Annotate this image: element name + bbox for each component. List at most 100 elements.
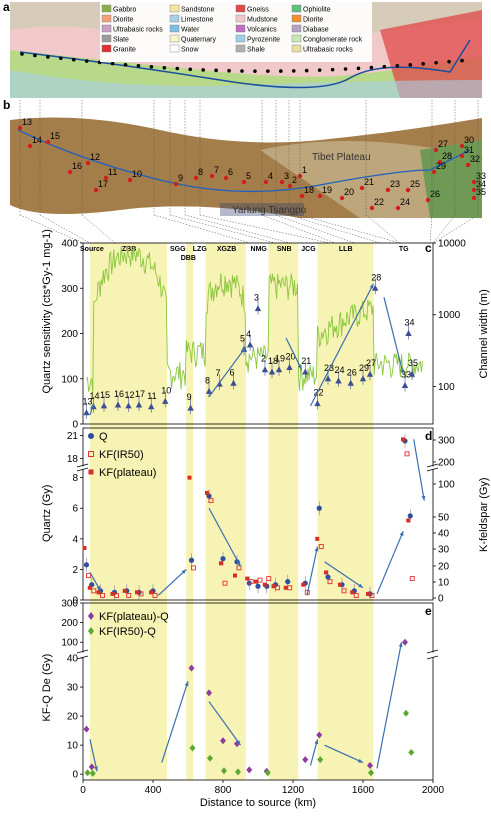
- map-a-site-dot: [253, 69, 257, 73]
- panel-d-ytick-label: 4: [72, 534, 78, 545]
- map-b-site-dot: [459, 153, 465, 159]
- sensitivity-site-label: 6: [230, 367, 235, 377]
- segment-label: XGZB: [217, 246, 236, 253]
- map-b-site-label: 8: [198, 167, 203, 177]
- legend-swatch: [101, 44, 112, 53]
- map-b-terrain-green: [420, 140, 482, 218]
- legend-label: Diorite: [303, 17, 323, 24]
- panel-e-ytick-label: 20: [67, 712, 79, 723]
- sensitivity-site-label: 18: [268, 356, 278, 366]
- map-b-site-label: 29: [436, 161, 446, 171]
- legend-label: Granite: [113, 47, 136, 54]
- trend-arrow: [383, 297, 404, 375]
- map-b-site-label: 11: [108, 167, 117, 177]
- axis-break: [76, 463, 89, 468]
- kfir50-point: [152, 592, 158, 598]
- map-a-site-dot: [162, 65, 167, 70]
- segment-label: Source: [80, 246, 104, 253]
- map-b-site-label: 12: [90, 152, 100, 162]
- kfplateau-point: [233, 573, 237, 578]
- sensitivity-site-label: 26: [347, 367, 357, 377]
- map-b-site-dot: [405, 187, 411, 193]
- map-b-site-dot: [279, 179, 285, 185]
- map-b-site-label: 19: [322, 185, 332, 195]
- map-b-site-dot: [173, 181, 179, 187]
- panel-d-rtick-label: 50: [438, 513, 450, 524]
- trend-arrow-head: [94, 766, 98, 772]
- map-a-river: [19, 39, 471, 89]
- map-b-river-label: Yarlung Tsangpo: [232, 205, 307, 216]
- kfplateau-q-point: [246, 766, 253, 774]
- trend-arrow: [157, 568, 187, 596]
- axis-break-bg: [427, 652, 439, 658]
- segment-band: [317, 243, 374, 780]
- kfplateau-point: [254, 579, 258, 584]
- kfir50-q-point: [264, 769, 271, 777]
- connector-line: [275, 214, 356, 244]
- panel-e-ytick-label: 100: [61, 638, 78, 649]
- kfplateau-point: [149, 590, 153, 595]
- legend-q-label: Q: [99, 431, 108, 443]
- sensitivity-site-label: 17: [135, 389, 145, 399]
- kfir50-point: [126, 592, 132, 598]
- legend-swatch: [291, 34, 302, 43]
- map-a-region-blue: [10, 70, 482, 98]
- legend-swatch: [101, 4, 112, 13]
- map-a-site-dot: [330, 67, 335, 72]
- axis-break-bg: [77, 652, 89, 658]
- map-a-site-dot: [188, 67, 193, 72]
- trend-arrow-head: [314, 739, 319, 745]
- map-a-site-dot: [240, 69, 244, 73]
- sensitivity-site-label: 20: [286, 351, 296, 361]
- panel-d-ytick-label: 2: [72, 565, 78, 576]
- map-b-site-dot: [471, 179, 477, 185]
- legend-label: Shale: [247, 47, 265, 54]
- legend-label: Ultrabasic rocks: [113, 27, 163, 34]
- map-b-site-dot: [223, 175, 229, 181]
- legend-swatch: [235, 34, 246, 43]
- map-b-site-dot: [465, 162, 471, 168]
- kfplateau-q-point: [188, 664, 195, 672]
- map-b-site-dot: [317, 193, 323, 199]
- map-a-site-dot: [71, 57, 76, 62]
- trend-arrow-head: [181, 569, 187, 574]
- panel-d: 0 2 4 6 8 18 21 0 10 20 30 40 50 100 200 300 Quartz (Gy)…: [41, 427, 490, 607]
- panel-d-rtick-label: 30: [438, 545, 450, 556]
- axis-break: [426, 467, 439, 472]
- axis-break: [426, 463, 439, 468]
- segment-shading: [90, 243, 374, 780]
- kfir50-point: [100, 592, 105, 598]
- sensitivity-site-label: 14: [90, 391, 100, 401]
- kfir50-point: [318, 544, 324, 549]
- map-b-site-dot: [45, 139, 51, 145]
- legend-swatch: [169, 24, 180, 33]
- map-a-site-dot: [343, 67, 348, 71]
- kfplateau-q-point: [302, 756, 309, 764]
- legend-swatch: [101, 24, 112, 33]
- sensitivity-site-label: 15: [100, 390, 110, 400]
- legend-label: Volcanics: [247, 27, 277, 34]
- kfplateau-point: [301, 582, 306, 587]
- legend-kfir50-q-label: KF(IR50)-Q: [99, 626, 156, 638]
- map-b-site-label: 20: [344, 187, 354, 197]
- q-point: [188, 557, 195, 563]
- panel-e-xtick-label: 1200: [282, 785, 305, 796]
- legend-swatch: [101, 34, 112, 43]
- kfplateau-point: [219, 561, 223, 566]
- trend-arrow-head: [297, 364, 302, 370]
- segment-label: SGG: [170, 246, 186, 253]
- q-point: [83, 562, 90, 568]
- panel-d-rtick-label: 20: [438, 562, 450, 573]
- panel-e-xtick-label: 800: [215, 785, 232, 796]
- map-a-site-dot: [84, 59, 89, 63]
- legend-label: Conglomerate rock: [303, 37, 363, 44]
- kfir50-point: [248, 579, 254, 585]
- map-b-site-dot: [395, 205, 401, 211]
- map-b-site-dot: [209, 173, 215, 179]
- panel-c-ytick-label: 200: [61, 329, 78, 340]
- map-b-site-label: 14: [32, 135, 42, 145]
- connector-line: [299, 214, 401, 244]
- map-b-site-dot: [385, 187, 391, 193]
- map-b-site-dot: [339, 195, 345, 201]
- panel-d-rtick-label: 0: [438, 594, 444, 605]
